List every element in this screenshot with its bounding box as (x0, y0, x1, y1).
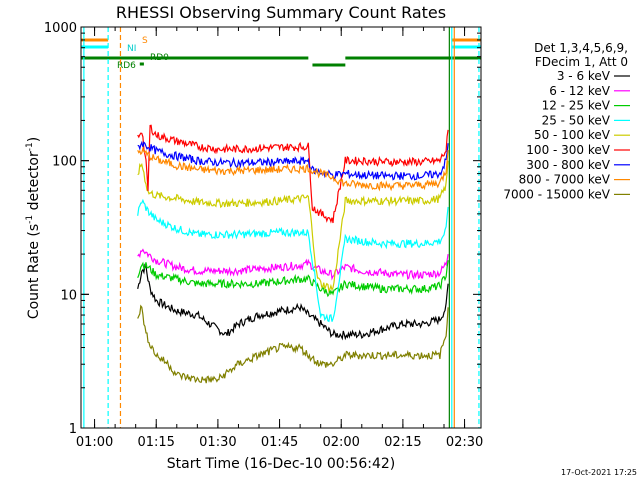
legend-entry-label: 7000 - 15000 keV (503, 187, 610, 201)
series-line-3-6keV (137, 263, 449, 341)
series-line-12-25keV (137, 260, 449, 298)
x-tick-label: 02:15 (384, 435, 421, 450)
series-line-7000-15000keV (137, 304, 449, 384)
series-line-100-300keV (137, 124, 449, 224)
x-tick-label: 02:00 (322, 435, 359, 450)
x-tick-label: 02:30 (446, 435, 483, 450)
legend-entry-label: 800 - 7000 keV (519, 173, 611, 187)
event-markers (83, 27, 480, 428)
x-axis: 01:00 01:15 01:30 01:45 02:00 02:15 02:30 (76, 27, 483, 450)
legend-entry-label: 3 - 6 keV (557, 69, 611, 83)
series-line-6-12keV (137, 248, 449, 281)
x-tick-label: 01:15 (137, 435, 174, 450)
series-line-25-50keV (137, 198, 449, 323)
y-axis-label: Count Rate (s-1 detector-1) (25, 137, 42, 319)
x-tick-label: 01:30 (199, 435, 236, 450)
flag-label-s: S (142, 36, 148, 46)
series-line-800-7000keV (137, 146, 449, 192)
legend-header-line-1: Det 1,3,4,5,6,9, (534, 41, 628, 55)
y-tick-label: 10 (60, 288, 77, 303)
flag-label-rd0: RD0 (150, 53, 169, 63)
flag-label-ni: NI (127, 44, 136, 54)
legend-entry-label: 50 - 100 keV (534, 128, 611, 142)
footer-timestamp: 17-Oct-2021 17:25 (561, 468, 637, 477)
plot-frame (80, 26, 482, 429)
series-layer (137, 124, 449, 384)
x-tick-label: 01:45 (261, 435, 298, 450)
y-axis: 1 10 100 1000 (44, 21, 481, 437)
flag-label-rd6: RD6 (117, 61, 136, 71)
x-tick-label: 01:00 (76, 435, 113, 450)
instrument-flags: S NI RD0 RD6 (81, 36, 481, 71)
y-tick-label: 1 (69, 422, 77, 437)
legend-entry-label: 300 - 800 keV (526, 158, 610, 172)
legend-entry-label: 100 - 300 keV (526, 143, 610, 157)
y-tick-label: 1000 (44, 21, 77, 36)
legend: Det 1,3,4,5,6,9, FDecim 1, Att 0 3 - 6 k… (503, 41, 630, 201)
legend-entry-label: 12 - 25 keV (542, 99, 611, 113)
chart-title: RHESSI Observing Summary Count Rates (116, 3, 446, 22)
legend-entry-label: 6 - 12 keV (549, 84, 611, 98)
x-axis-label: Start Time (16-Dec-10 00:56:42) (167, 456, 395, 472)
legend-entry-label: 25 - 50 keV (542, 113, 611, 127)
series-line-50-100keV (137, 160, 449, 293)
y-tick-label: 100 (52, 155, 77, 170)
series-line-300-800keV (137, 140, 449, 181)
legend-header-line-2: FDecim 1, Att 0 (535, 55, 628, 69)
